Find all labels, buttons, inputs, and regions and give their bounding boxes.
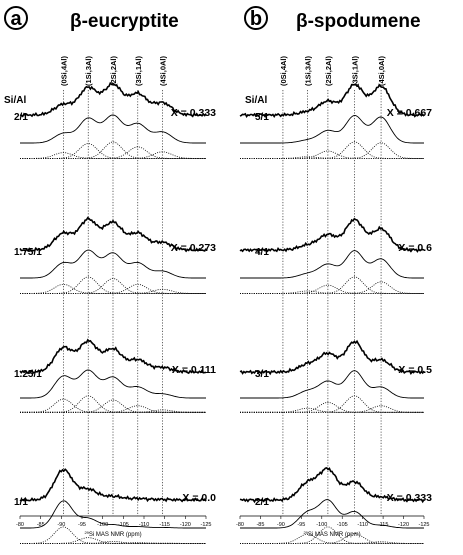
x-tick-label: -100 [97, 522, 108, 528]
x-tick-label: -105 [337, 522, 348, 528]
site-label: (2Si,2Al) [109, 55, 118, 86]
x-value-label: X = 0.6 [398, 242, 432, 254]
x-tick-label: -85 [256, 522, 264, 528]
x-tick-label: -90 [57, 522, 65, 528]
x-tick-label: -85 [37, 522, 45, 528]
site-label: (0Si,4Al) [279, 55, 288, 86]
x-tick-label: -95 [78, 522, 86, 528]
x-value-label: X = 0.111 [172, 364, 216, 376]
si-al-ratio-label: 3/1 [255, 369, 269, 380]
si-al-ratio-label: 2/1 [255, 497, 269, 508]
panel-letter: b [250, 8, 262, 30]
x-tick-label: -100 [316, 522, 327, 528]
x-tick-label: -90 [277, 522, 285, 528]
site-label: (1Si,3Al) [303, 55, 312, 86]
si-al-ratio-label: 4/1 [255, 247, 269, 258]
component-peak [240, 143, 424, 159]
x-value-label: X = 0.5 [398, 364, 432, 376]
x-axis-title-text: Si MAS NMR (ppm) [308, 532, 361, 538]
x-tick-label: -125 [418, 522, 429, 528]
x-axis-title-text: Si MAS NMR (ppm) [89, 532, 142, 538]
x-value-label: X = 0.667 [387, 107, 432, 119]
component-peak [240, 282, 424, 294]
site-label: (1Si,3Al) [84, 55, 93, 86]
x-tick-label: -95 [297, 522, 305, 528]
component-peak [240, 402, 424, 412]
component-peak [20, 538, 206, 544]
ratio-header: Si/Al [245, 95, 267, 106]
panel-title: β-spodumene [296, 11, 421, 32]
x-tick-label: -115 [378, 522, 389, 528]
x-tick-label: -110 [357, 522, 368, 528]
component-peak [240, 277, 424, 294]
x-axis-title: 29Si MAS NMR (ppm) [303, 530, 360, 538]
panel-title: β-eucryptite [70, 11, 179, 32]
ratio-header: Si/Al [4, 95, 26, 106]
x-tick-label: -115 [159, 522, 170, 528]
si-al-ratio-label: 2/1 [14, 112, 28, 123]
x-axis-title: 29Si MAS NMR (ppm) [84, 530, 141, 538]
component-peak [20, 144, 206, 159]
component-peak [240, 142, 424, 159]
site-label: (3Si,1Al) [350, 55, 359, 86]
panel-letter: a [10, 8, 22, 30]
x-tick-label: -120 [398, 522, 409, 528]
site-label: (3Si,1Al) [134, 55, 143, 86]
si-al-ratio-label: 1/1 [14, 497, 28, 508]
x-tick-label: -120 [180, 522, 191, 528]
component-peak [240, 285, 424, 293]
x-value-label: X = 0.333 [387, 492, 432, 504]
site-label: (4Si,0Al) [377, 55, 386, 86]
si-al-ratio-label: 1.75/1 [14, 247, 42, 258]
si-al-ratio-label: 1.25/1 [14, 369, 42, 380]
site-label: (0Si,4Al) [59, 55, 68, 86]
x-value-label: X = 0.333 [171, 107, 216, 119]
x-tick-label: -80 [236, 522, 244, 528]
x-value-label: X = 0.0 [182, 492, 216, 504]
site-label: (4Si,0Al) [159, 55, 168, 86]
site-label: (2Si,2Al) [324, 55, 333, 86]
x-tick-label: -125 [200, 522, 211, 528]
x-tick-label: -80 [16, 522, 24, 528]
x-tick-label: -105 [118, 522, 129, 528]
x-tick-label: -110 [139, 522, 150, 528]
x-value-label: X = 0.273 [171, 242, 216, 254]
si-al-ratio-label: 5/1 [255, 112, 269, 123]
